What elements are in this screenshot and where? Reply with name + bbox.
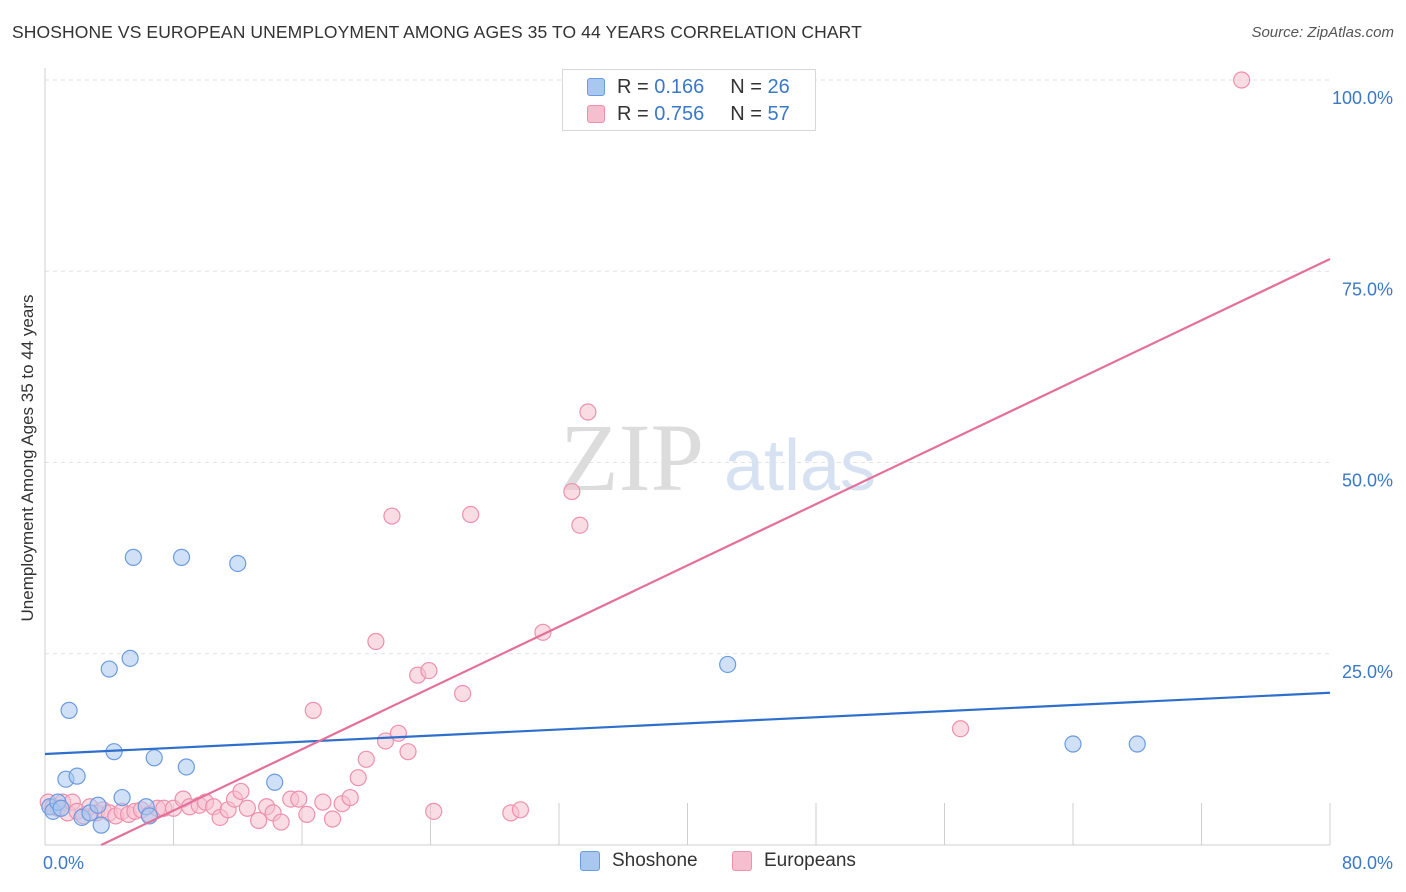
- stats-legend: R = 0.166 N = 26 R = 0.756 N = 57: [562, 69, 816, 131]
- watermark: ZIP atlas: [560, 404, 876, 511]
- source-credit: Source: ZipAtlas.com: [1251, 24, 1394, 41]
- europeans-point: [367, 632, 385, 651]
- x-tick-label: 0.0%: [43, 853, 84, 873]
- europeans-point: [1233, 71, 1251, 89]
- europeans-point: [579, 403, 597, 421]
- y-tick-label: 100.0%: [1332, 88, 1393, 108]
- shoshone-swatch: [580, 851, 600, 871]
- shoshone-point: [89, 796, 107, 814]
- europeans-point: [250, 811, 268, 830]
- europeans-point: [951, 720, 970, 738]
- europeans-point: [462, 505, 480, 524]
- legend-row-shoshone: R = 0.166 N = 26: [587, 75, 790, 99]
- bottom-legend-label: Europeans: [764, 850, 856, 871]
- shoshone-point: [60, 701, 78, 719]
- europeans-point: [420, 661, 438, 680]
- watermark-zip: ZIP: [560, 404, 704, 511]
- legend-n-value: 57: [767, 102, 790, 125]
- legend-n-label: N =: [730, 75, 762, 98]
- shoshone-point: [121, 649, 139, 667]
- shoshone-point: [145, 749, 163, 767]
- europeans-point: [563, 482, 581, 501]
- shoshone-point: [1064, 735, 1082, 753]
- europeans-point: [341, 788, 359, 807]
- shoshone-point: [172, 548, 191, 566]
- legend-r-value: 0.166: [654, 75, 705, 98]
- bottom-legend-label: Shoshone: [612, 850, 698, 871]
- europeans-point: [298, 805, 316, 824]
- axes: [44, 68, 1331, 846]
- legend-n-label: N =: [730, 102, 762, 125]
- shoshone-point: [177, 758, 195, 776]
- europeans-point: [454, 684, 472, 703]
- trend-lines: [44, 258, 1331, 846]
- shoshone-swatch: [587, 78, 605, 96]
- tick-labels: 25.0% 50.0% 75.0% 100.0% 0.0% 80.0%: [43, 88, 1393, 873]
- watermark-atlas: atlas: [724, 426, 876, 506]
- europeans-point: [314, 793, 332, 811]
- europeans-point: [323, 810, 342, 828]
- europeans-point: [399, 743, 417, 761]
- shoshone-point: [124, 548, 142, 566]
- shoshone-point: [68, 767, 86, 785]
- shoshone-point: [229, 554, 247, 573]
- europeans-swatch: [732, 851, 752, 871]
- europeans-point: [425, 802, 443, 820]
- europeans-point: [304, 701, 322, 719]
- europeans-point: [232, 782, 250, 801]
- europeans-swatch: [587, 105, 605, 123]
- europeans-point: [511, 801, 530, 819]
- shoshone-point: [266, 773, 284, 791]
- legend-r-value: 0.756: [654, 102, 705, 125]
- legend-r-label: R =: [617, 75, 649, 98]
- series-shoshone: [41, 548, 1146, 834]
- legend-n-value: 26: [767, 75, 790, 98]
- legend-r-label: R =: [617, 102, 649, 125]
- shoshone-point: [92, 816, 110, 834]
- shoshone-point: [719, 655, 737, 674]
- europeans-point: [571, 516, 589, 534]
- europeans-point: [349, 769, 367, 787]
- x-tick-label: 80.0%: [1342, 853, 1393, 873]
- shoshone-point: [52, 799, 70, 817]
- y-tick-label: 75.0%: [1342, 279, 1393, 299]
- europeans-point: [290, 790, 308, 808]
- europeans-point: [238, 799, 256, 817]
- europeans-point: [389, 724, 407, 742]
- bottom-legend-shoshone: Shoshone: [580, 850, 698, 872]
- shoshone-point: [1128, 735, 1146, 753]
- chart-title: SHOSHONE VS EUROPEAN UNEMPLOYMENT AMONG …: [12, 22, 862, 42]
- shoshone-point: [113, 788, 131, 807]
- shoshone-point: [100, 660, 118, 678]
- y-axis-label: Unemployment Among Ages 35 to 44 years: [18, 294, 37, 622]
- shoshone-trend-line: [44, 691, 1331, 756]
- europeans-trend-line: [100, 258, 1331, 846]
- europeans-point: [383, 507, 401, 525]
- legend-row-europeans: R = 0.756 N = 57: [587, 102, 790, 126]
- europeans-point: [357, 750, 375, 768]
- y-tick-label: 25.0%: [1342, 662, 1393, 682]
- europeans-point: [272, 813, 290, 831]
- bottom-legend-europeans: Europeans: [732, 850, 856, 872]
- y-tick-label: 50.0%: [1342, 471, 1393, 491]
